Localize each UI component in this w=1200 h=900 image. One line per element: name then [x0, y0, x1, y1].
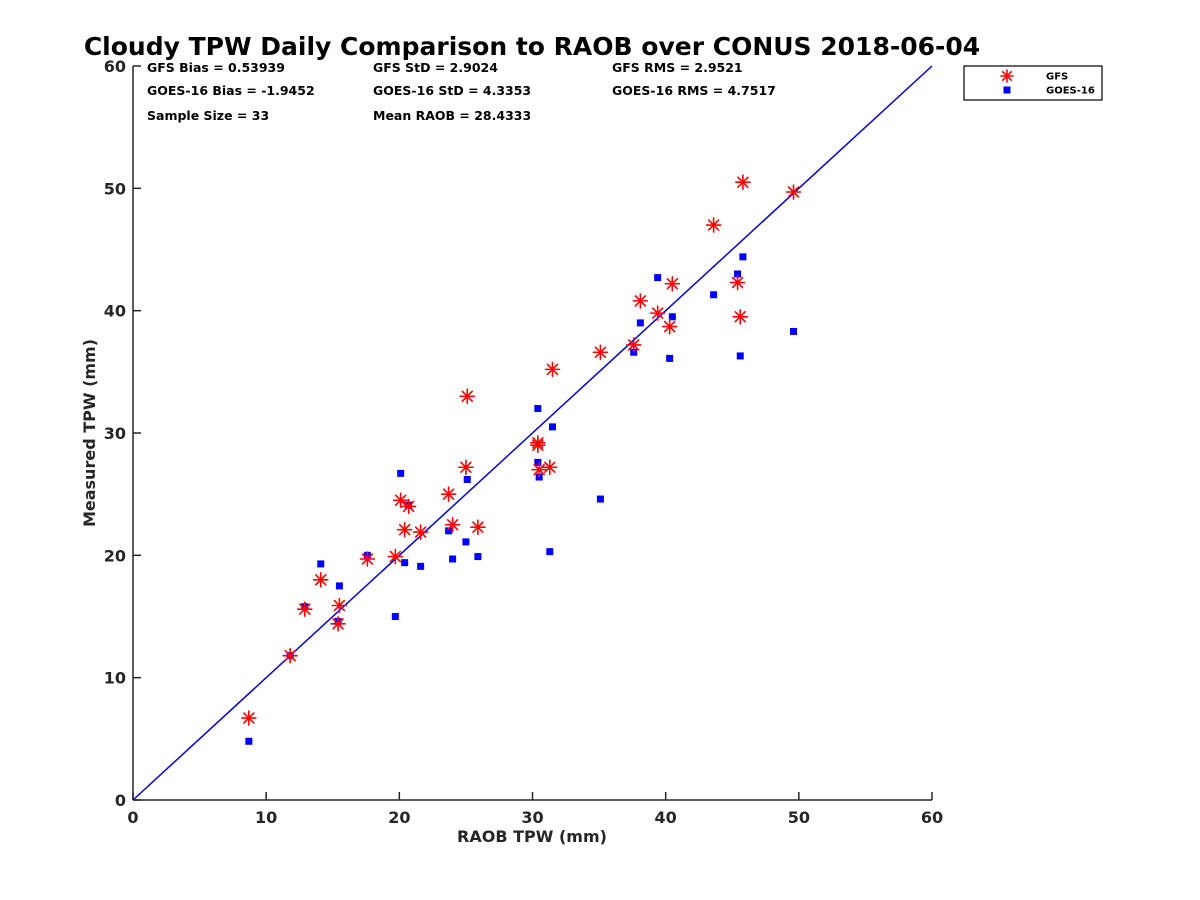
- goes-16-point: [245, 737, 253, 745]
- gfs-point: [735, 174, 751, 191]
- goes-16-point: [668, 313, 676, 321]
- goes-16-point: [317, 560, 325, 568]
- gfs-point: [544, 361, 561, 378]
- gfs-point: [400, 498, 417, 515]
- legend-label: GOES-16: [1046, 86, 1095, 97]
- goes-16-point: [790, 327, 798, 335]
- y-tick-label: 40: [104, 302, 126, 321]
- series-gfs: [241, 174, 802, 726]
- goes-16-point: [710, 291, 718, 299]
- gfs-point: [444, 516, 461, 533]
- goes-16-point: [546, 548, 554, 556]
- stat-annotation: GFS StD = 2.9024: [373, 60, 498, 75]
- legend-marker-goes-16: [1003, 86, 1011, 94]
- gfs-point: [412, 524, 429, 540]
- goes-16-point: [463, 475, 471, 483]
- gfs-point: [531, 461, 547, 478]
- x-tick-label: 40: [655, 808, 677, 827]
- legend: GFS GOES-16: [963, 65, 1103, 101]
- goes-16-point: [445, 527, 453, 535]
- gfs-point: [359, 551, 376, 567]
- legend-marker-gfs: [1000, 69, 1014, 83]
- y-axis-label: Measured TPW (mm): [80, 339, 99, 527]
- gfs-point: [459, 388, 476, 405]
- y-tick-label: 0: [115, 791, 126, 810]
- goes-16-point: [736, 352, 744, 360]
- goes-16-point: [548, 423, 556, 431]
- gfs-point: [396, 521, 413, 538]
- stat-annotation: GFS RMS = 2.9521: [612, 60, 743, 75]
- y-tick-label: 10: [104, 669, 126, 688]
- goes-16-point: [397, 469, 405, 477]
- gfs-point: [732, 308, 749, 325]
- gfs-point: [296, 601, 313, 617]
- y-tick-label: 60: [104, 57, 126, 76]
- one-to-one-reference-line: [132, 65, 933, 801]
- gfs-point: [312, 571, 329, 588]
- goes-16-point: [417, 562, 425, 570]
- goes-16-point: [449, 555, 457, 563]
- goes-16-point: [739, 253, 747, 261]
- gfs-point: [392, 492, 409, 509]
- x-tick-label: 10: [255, 808, 277, 827]
- goes-16-point: [335, 582, 343, 590]
- series-goes-16: [245, 253, 798, 745]
- stat-annotation: GOES-16 RMS = 4.7517: [612, 83, 776, 98]
- goes-16-point: [596, 495, 604, 503]
- x-tick-label: 0: [127, 808, 138, 827]
- y-tick-label: 30: [104, 424, 126, 443]
- gfs-point: [331, 597, 348, 614]
- x-tick-label: 60: [921, 808, 943, 827]
- gfs-point: [632, 293, 649, 309]
- stat-annotation: GOES-16 Bias = -1.9452: [147, 83, 315, 98]
- gfs-point: [282, 647, 298, 664]
- statistics-annotations: GFS Bias = 0.53939 GFS StD = 2.9024 GFS RM…: [147, 60, 776, 123]
- y-tick-label: 20: [104, 546, 126, 565]
- x-tick-label: 20: [388, 808, 410, 827]
- gfs-point: [330, 616, 346, 632]
- gfs-point: [664, 275, 681, 292]
- y-axis-ticks: 0 10 20 30 40 50 60: [104, 57, 141, 810]
- gfs-point: [542, 459, 558, 476]
- gfs-point: [729, 274, 746, 291]
- x-axis-label: RAOB TPW (mm): [457, 827, 607, 846]
- stat-annotation: GOES-16 StD = 4.3353: [373, 83, 531, 98]
- gfs-point: [470, 519, 486, 535]
- gfs-point: [440, 486, 457, 502]
- gfs-point: [387, 548, 404, 565]
- goes-16-point: [636, 319, 644, 327]
- x-tick-label: 30: [521, 808, 543, 827]
- goes-16-point: [534, 458, 542, 466]
- chart-title: Cloudy TPW Daily Comparison to RAOB over…: [84, 32, 980, 61]
- stat-annotation: Sample Size = 33: [147, 108, 269, 123]
- gfs-point: [530, 437, 546, 454]
- y-tick-label: 50: [104, 179, 126, 198]
- gfs-point: [785, 184, 802, 200]
- stat-annotation: GFS Bias = 0.53939: [147, 60, 285, 75]
- goes-16-point: [462, 538, 470, 546]
- gfs-point: [649, 305, 666, 321]
- goes-16-point: [654, 274, 662, 282]
- goes-16-point: [666, 354, 674, 362]
- x-axis-ticks: 0 10 20 30 40 50 60: [127, 792, 943, 827]
- goes-16-point: [534, 405, 542, 413]
- data-series: [241, 174, 802, 745]
- gfs-point: [625, 337, 642, 353]
- goes-16-point: [401, 559, 409, 567]
- gfs-point: [705, 217, 722, 233]
- goes-16-point: [391, 613, 399, 620]
- stat-annotation: Mean RAOB = 28.4333: [373, 108, 531, 123]
- goes-16-point: [734, 270, 742, 278]
- gfs-point: [458, 459, 474, 476]
- gfs-point: [661, 318, 678, 335]
- x-tick-label: 50: [788, 808, 810, 827]
- goes-16-point: [474, 553, 482, 561]
- gfs-point: [241, 710, 257, 726]
- gfs-point: [592, 344, 609, 361]
- legend-box: [963, 65, 1103, 101]
- legend-label: GFS: [1046, 72, 1068, 83]
